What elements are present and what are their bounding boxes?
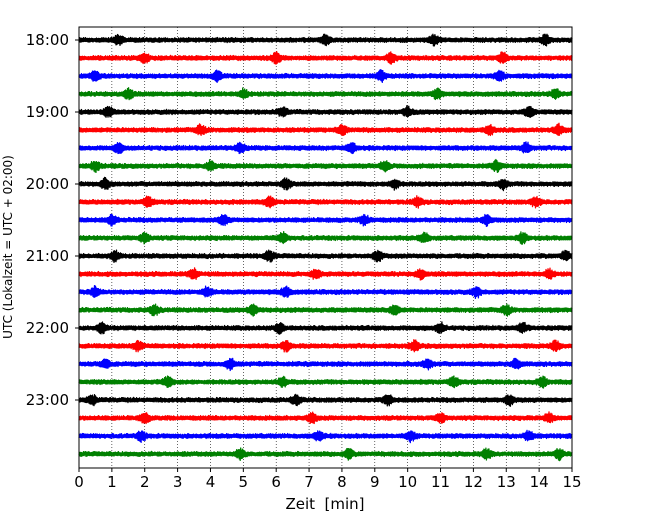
x-tick-label-6: 6 (271, 473, 281, 491)
x-tick-label-15: 15 (562, 473, 581, 491)
x-tick-label-2: 2 (140, 473, 150, 491)
x-tick-label-0: 0 (74, 473, 84, 491)
x-tick-label-4: 4 (206, 473, 216, 491)
x-tick-label-9: 9 (370, 473, 380, 491)
seismogram-trace-8 (78, 158, 573, 174)
x-axis-label: Zeit [min] (285, 495, 364, 513)
seismogram-trace-23 (78, 429, 573, 444)
seismogram-trace-20 (78, 375, 573, 389)
x-tick-label-11: 11 (431, 473, 450, 491)
y-tick-label-22:00: 22:00 (26, 319, 69, 337)
seismogram-trace-11 (78, 213, 573, 227)
x-tick-label-3: 3 (173, 473, 183, 491)
seismogram-trace-19 (78, 357, 573, 372)
seismogram-trace-1 (78, 33, 573, 47)
seismogram-trace-3 (78, 69, 573, 83)
x-tick-label-8: 8 (337, 473, 347, 491)
seismogram-trace-15 (78, 285, 573, 300)
y-tick-label-21:00: 21:00 (26, 247, 69, 265)
seismogram-trace-22 (78, 411, 573, 425)
seismogram-trace-10 (78, 195, 573, 209)
x-tick-label-12: 12 (464, 473, 483, 491)
seismogram-trace-21 (78, 393, 573, 407)
y-tick-label-20:00: 20:00 (26, 175, 69, 193)
x-tick-label-1: 1 (107, 473, 117, 491)
x-tick-label-10: 10 (398, 473, 417, 491)
seismogram-trace-17 (78, 321, 573, 335)
seismogram-trace-7 (78, 141, 573, 155)
seismogram-trace-13 (78, 249, 573, 263)
x-tick-label-14: 14 (530, 473, 549, 491)
seismogram-trace-5 (78, 105, 573, 118)
seismogram-trace-2 (78, 51, 573, 65)
plot-frame (78, 26, 573, 469)
y-tick-label-18:00: 18:00 (26, 31, 69, 49)
y-tick-label-23:00: 23:00 (26, 391, 69, 409)
seismogram-trace-14 (78, 267, 573, 281)
seismogram-trace-16 (78, 303, 573, 317)
x-tick-label-13: 13 (497, 473, 516, 491)
seismogram-trace-12 (78, 230, 573, 245)
seismogram-trace-9 (78, 176, 573, 192)
x-tick-label-5: 5 (239, 473, 249, 491)
seismogram-trace-6 (78, 122, 573, 137)
seismogram-traces (78, 33, 573, 462)
x-axis-ticks: 0 1 2 3 4 5 6 7 8 9 10 11 12 13 14 15 (74, 468, 582, 491)
y-axis-label: UTC (Lokalzeit = UTC + 02:00) (1, 155, 15, 339)
plot-background (79, 27, 572, 468)
x-tick-label-7: 7 (304, 473, 314, 491)
seismogram-trace-18 (78, 339, 573, 353)
y-tick-label-19:00: 19:00 (26, 103, 69, 121)
seismogram-trace-24 (78, 447, 573, 462)
seismogram-trace-4 (78, 87, 573, 101)
y-axis-ticks: 18:00 19:00 20:00 21:00 22:00 23:00 (26, 31, 79, 409)
